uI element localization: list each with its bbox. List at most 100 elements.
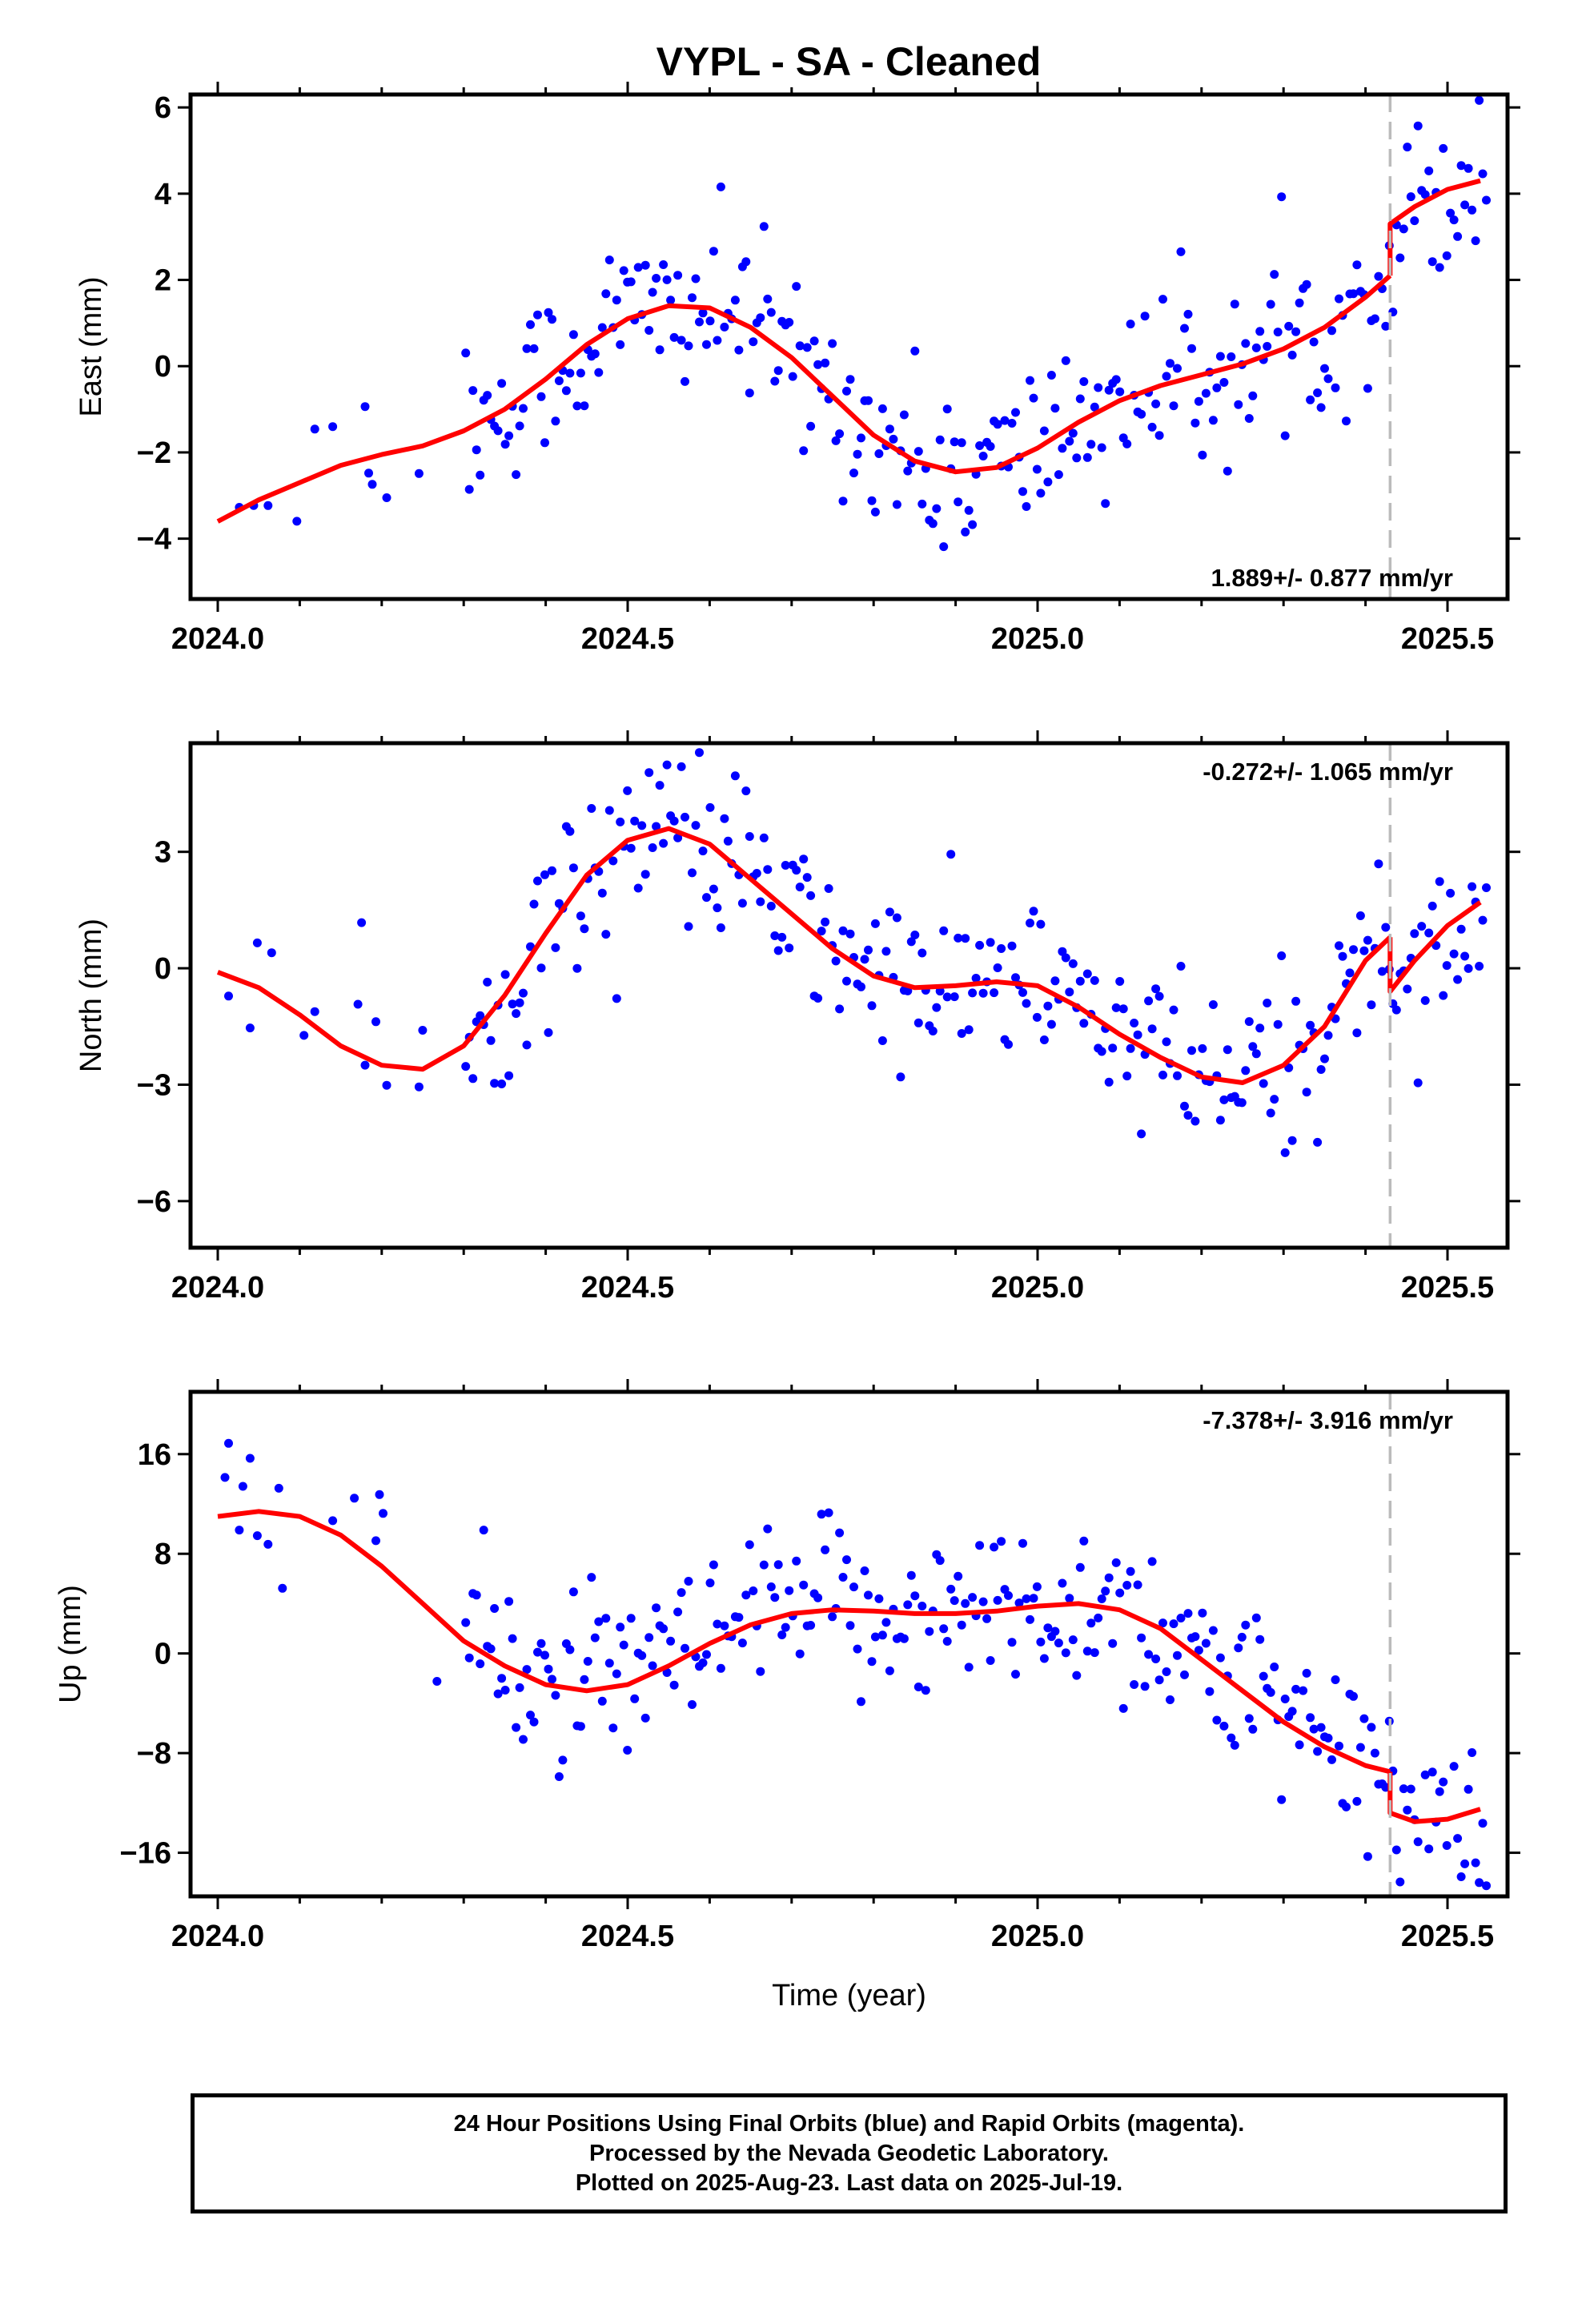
data-point: [1169, 1619, 1178, 1629]
data-point: [1299, 1686, 1308, 1695]
data-point: [1075, 394, 1085, 404]
data-point: [1137, 1633, 1146, 1642]
data-point: [1241, 339, 1251, 348]
data-point: [1367, 1723, 1376, 1732]
data-point: [1086, 1618, 1096, 1628]
data-point: [1011, 973, 1020, 983]
data-point: [677, 762, 686, 771]
data-point: [691, 274, 701, 283]
caption-line-2: Processed by the Nevada Geodetic Laborat…: [589, 2140, 1109, 2166]
data-point: [713, 336, 722, 345]
data-point: [1439, 1777, 1448, 1787]
data-point: [1435, 877, 1444, 887]
data-point: [1287, 350, 1297, 360]
data-point: [561, 386, 571, 396]
data-point: [572, 401, 582, 411]
data-point: [1230, 300, 1239, 309]
data-point: [1007, 419, 1017, 428]
data-point: [224, 1438, 233, 1448]
data-point: [957, 438, 966, 448]
data-point: [1090, 975, 1099, 985]
data-point: [461, 1618, 471, 1627]
data-point: [245, 1023, 255, 1033]
data-point: [913, 447, 923, 456]
data-point: [1316, 403, 1326, 412]
data-point: [1065, 436, 1074, 446]
data-point: [881, 947, 891, 956]
data-point: [777, 932, 787, 942]
data-point: [1007, 941, 1017, 951]
data-point: [1331, 1675, 1340, 1684]
data-point: [745, 388, 754, 398]
data-point: [838, 926, 848, 935]
data-point: [1151, 1655, 1161, 1663]
data-point: [831, 436, 841, 445]
data-point: [828, 1612, 837, 1622]
data-point: [1126, 1566, 1135, 1576]
data-point: [1456, 924, 1466, 934]
data-point: [870, 507, 880, 517]
data-point: [619, 1640, 628, 1650]
data-point: [1097, 1047, 1106, 1056]
data-point: [490, 1079, 500, 1088]
data-point: [648, 1661, 657, 1671]
data-point: [568, 863, 578, 873]
data-point: [504, 1597, 514, 1606]
data-point: [464, 1653, 474, 1663]
data-point: [870, 1632, 880, 1642]
data-point: [1313, 1747, 1323, 1756]
data-point: [698, 1658, 708, 1667]
caption-line-3: Plotted on 2025-Aug-23. Last data on 202…: [575, 2169, 1123, 2196]
data-point: [597, 888, 607, 898]
data-point: [1058, 444, 1067, 453]
data-point: [892, 913, 901, 923]
data-point: [720, 322, 729, 332]
data-point: [1413, 1837, 1423, 1847]
data-point: [835, 1004, 845, 1014]
data-point: [968, 988, 978, 998]
data-point: [1273, 328, 1283, 337]
data-point: [623, 1746, 632, 1755]
data-point: [1263, 999, 1272, 1007]
data-point: [1277, 1795, 1287, 1804]
data-point: [1464, 963, 1473, 973]
data-point: [1036, 919, 1046, 929]
data-point: [1468, 1748, 1477, 1757]
data-point: [1115, 387, 1125, 396]
data-point: [910, 1591, 920, 1601]
data-point: [565, 826, 575, 836]
fit-curve: [217, 1509, 1391, 1775]
data-point: [842, 1555, 851, 1565]
data-point: [1219, 1095, 1229, 1104]
data-point: [813, 994, 823, 1003]
data-point: [853, 1644, 862, 1654]
panel-3: 2024.0 2024.5 2025.0 2025.5 −16 −8 0 8 16 Up (mm)…: [54, 1379, 1520, 2012]
fit-curve: [216, 826, 1392, 1085]
data-point: [1395, 253, 1405, 263]
data-point: [1395, 1877, 1405, 1887]
data-point: [932, 1003, 942, 1012]
data-point: [942, 404, 952, 414]
data-point: [1011, 1670, 1020, 1679]
x-tick-label: 2025.5: [1401, 1920, 1494, 1953]
data-point: [978, 988, 988, 998]
data-point: [1090, 402, 1099, 412]
data-point: [1420, 190, 1430, 199]
data-point: [1183, 1111, 1193, 1120]
data-point: [1082, 1647, 1092, 1656]
data-point: [1205, 1687, 1215, 1696]
data-point: [666, 296, 676, 305]
x-tick-label: 2024.0: [171, 1271, 264, 1305]
data-point: [1072, 1671, 1082, 1680]
rate-label: -7.378+/- 3.916 mm/yr: [1203, 1406, 1453, 1434]
data-point: [975, 940, 985, 950]
panel-1: 2024.0 2024.5 2025.0 2025.5 −4 −2 0 2 4 6 East (mm…: [74, 82, 1520, 656]
data-point: [917, 948, 927, 958]
data-point: [903, 1600, 913, 1610]
data-point: [799, 446, 809, 456]
data-point: [597, 1696, 607, 1706]
data-point: [1270, 1663, 1279, 1671]
data-point: [939, 1624, 949, 1634]
data-point: [601, 289, 611, 299]
data-point: [1482, 883, 1491, 892]
